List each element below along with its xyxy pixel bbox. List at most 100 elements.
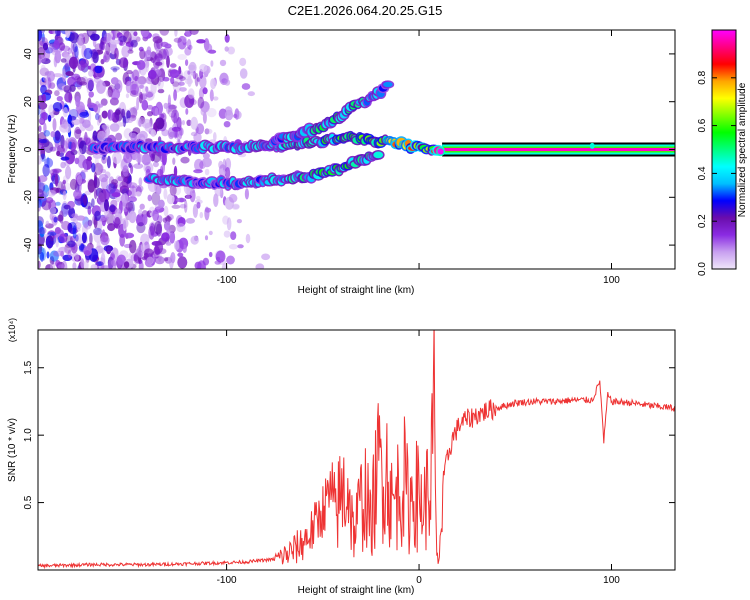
noise-blob bbox=[101, 124, 111, 130]
snr-panel: -100 0 100 0.5 1.0 1.5 Height of straight li… bbox=[7, 318, 676, 596]
noise-blob bbox=[155, 184, 162, 195]
noise-blob bbox=[122, 192, 129, 204]
noise-blob bbox=[167, 104, 178, 110]
noise-blob bbox=[224, 34, 230, 43]
noise-blob bbox=[152, 36, 163, 44]
noise-blob bbox=[59, 152, 64, 157]
noise-blob bbox=[78, 148, 83, 156]
noise-blob bbox=[196, 77, 201, 82]
noise-blob bbox=[79, 140, 87, 155]
noise-blob bbox=[225, 157, 232, 171]
noise-blob bbox=[179, 127, 184, 136]
noise-blob bbox=[75, 215, 86, 221]
noise-blob bbox=[42, 164, 50, 177]
noise-blob bbox=[173, 37, 182, 43]
noise-blob bbox=[67, 249, 72, 258]
noise-blob bbox=[107, 223, 116, 232]
noise-blob bbox=[239, 68, 248, 79]
noise-blob bbox=[127, 49, 134, 54]
noise-blob bbox=[97, 192, 105, 205]
carrier-band bbox=[442, 147, 675, 152]
noise-blob bbox=[86, 156, 92, 162]
noise-blob bbox=[70, 142, 77, 153]
noise-blob bbox=[101, 154, 107, 164]
noise-blob bbox=[220, 169, 227, 176]
noise-blob bbox=[90, 264, 98, 269]
noise-blob bbox=[159, 153, 165, 163]
noise-blob bbox=[167, 94, 171, 108]
noise-blob bbox=[62, 179, 66, 185]
noise-blob bbox=[241, 83, 251, 90]
snr-y-ticks: 0.5 1.0 1.5 bbox=[23, 360, 675, 510]
noise-blob bbox=[176, 117, 182, 130]
noise-blob bbox=[61, 260, 68, 269]
noise-blob bbox=[141, 99, 149, 111]
noise-blob bbox=[84, 221, 92, 230]
noise-blob bbox=[159, 165, 163, 177]
noise-blob bbox=[138, 261, 144, 269]
noise-blob bbox=[74, 253, 80, 261]
snr-background bbox=[38, 330, 675, 570]
noise-blob bbox=[202, 152, 210, 159]
noise-blob bbox=[103, 32, 112, 45]
noise-blob bbox=[190, 131, 198, 137]
noise-blob bbox=[68, 91, 72, 104]
noise-blob bbox=[130, 83, 140, 95]
noise-blob bbox=[69, 84, 76, 92]
noise-blob bbox=[151, 191, 161, 206]
noise-blob bbox=[121, 188, 129, 196]
noise-blob bbox=[127, 182, 138, 189]
noise-blob bbox=[62, 190, 67, 201]
noise-blob bbox=[65, 71, 74, 77]
noise-blob bbox=[177, 54, 187, 60]
noise-blob bbox=[93, 188, 98, 200]
noise-blob bbox=[93, 229, 102, 243]
noise-blob bbox=[51, 190, 57, 196]
noise-blob bbox=[97, 103, 104, 108]
noise-blob bbox=[88, 91, 94, 98]
noise-blob bbox=[161, 129, 169, 137]
noise-blob bbox=[80, 258, 85, 269]
noise-blob bbox=[209, 89, 214, 102]
noise-blob bbox=[158, 199, 165, 208]
y-tick-label: 1.5 bbox=[23, 360, 34, 374]
snr-x-ticks: -100 0 100 bbox=[217, 330, 620, 586]
noise-blob bbox=[206, 107, 217, 118]
noise-blob bbox=[97, 164, 104, 173]
noise-blob bbox=[144, 49, 152, 60]
noise-blob bbox=[41, 111, 48, 121]
x-tick-label: 100 bbox=[603, 575, 620, 586]
noise-blob bbox=[62, 107, 69, 118]
noise-blob bbox=[164, 257, 169, 262]
y-tick-label: -40 bbox=[23, 237, 34, 252]
colorbar: 0.0 0.2 0.4 0.6 0.8 Normalized spectral ampl… bbox=[697, 29, 748, 276]
noise-blob bbox=[212, 96, 219, 101]
noise-blob bbox=[204, 128, 210, 135]
noise-blob bbox=[193, 132, 202, 143]
noise-blob bbox=[114, 47, 119, 60]
noise-blob bbox=[64, 63, 69, 71]
noise-blob bbox=[100, 98, 108, 106]
noise-blob bbox=[184, 199, 188, 213]
noise-blob bbox=[126, 190, 132, 196]
noise-blob bbox=[39, 252, 45, 262]
noise-blob bbox=[223, 121, 231, 128]
noise-blob bbox=[179, 197, 184, 203]
noise-blob bbox=[224, 46, 229, 52]
noise-blob bbox=[58, 246, 68, 253]
noise-blob bbox=[137, 80, 147, 85]
noise-blob bbox=[68, 56, 79, 69]
noise-blob bbox=[174, 30, 178, 37]
noise-blob bbox=[184, 194, 192, 199]
noise-blob bbox=[145, 76, 154, 85]
noise-blob bbox=[163, 46, 173, 57]
noise-blob bbox=[124, 232, 135, 239]
noise-blob bbox=[154, 107, 159, 117]
noise-blob bbox=[79, 81, 87, 86]
track-blob bbox=[383, 81, 393, 88]
noise-blob bbox=[53, 73, 63, 78]
noise-blob bbox=[195, 199, 203, 204]
noise-blob bbox=[204, 168, 210, 176]
noise-blob bbox=[184, 47, 192, 56]
noise-blob bbox=[189, 98, 197, 106]
